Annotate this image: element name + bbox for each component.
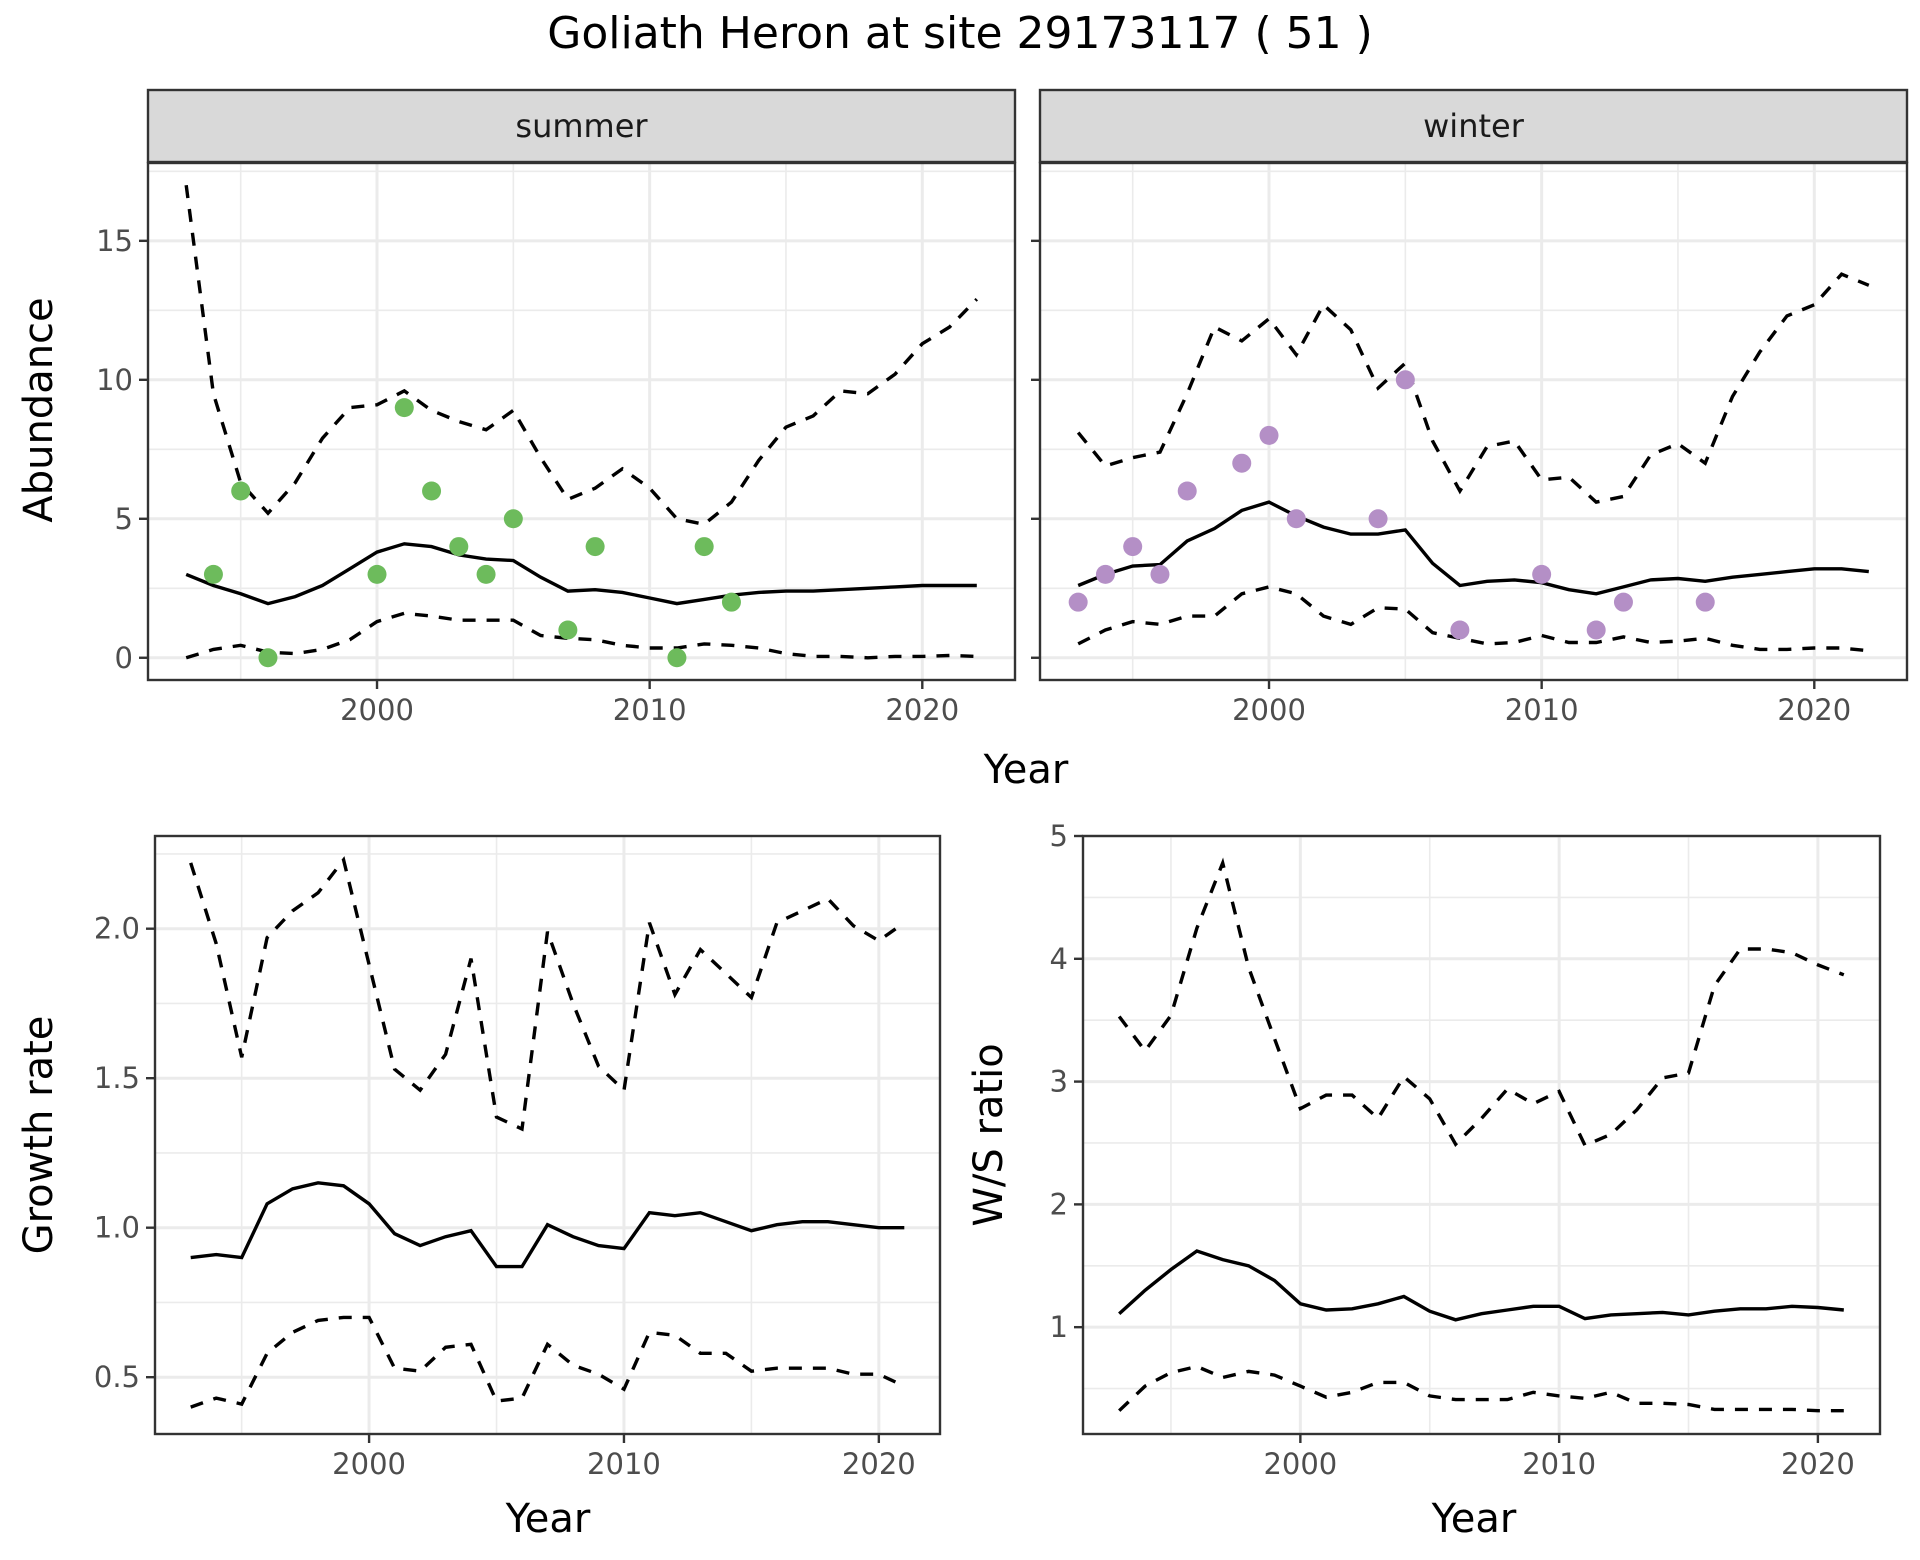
y-tick-label: 15 (96, 224, 133, 258)
observed-point (476, 564, 496, 584)
observed-point (1286, 509, 1306, 529)
y-tick-label: 2.0 (94, 912, 140, 946)
facet-strip (146, 88, 1017, 164)
y-tick-label: 3 (1050, 1065, 1068, 1099)
x-tick-label: 2020 (842, 1447, 916, 1481)
abundance-x-axis-title: Year (983, 747, 1069, 793)
abundance-y-axis-title: Abundance (16, 297, 62, 522)
mean-line (190, 1181, 905, 1269)
x-tick-label: 2010 (1505, 693, 1579, 727)
growth-y-axis-title: Growth rate (16, 1016, 62, 1255)
x-tick-label: 2020 (1781, 1447, 1855, 1481)
mean-line (1118, 1249, 1844, 1322)
observed-point (394, 398, 414, 418)
panel-border (153, 834, 942, 1436)
x-tick-label: 2000 (1263, 1447, 1337, 1481)
y-tick-label: 1.0 (94, 1211, 140, 1245)
observed-point (694, 537, 714, 557)
lower-ci-line (1118, 1364, 1844, 1413)
observed-point (721, 592, 741, 612)
observed-point (1095, 564, 1115, 584)
observed-point (203, 564, 223, 584)
y-tick-label: 4 (1050, 942, 1068, 976)
observed-point (1232, 453, 1252, 473)
ws-y-axis-title: W/S ratio (966, 1043, 1012, 1226)
panel-abundance-summer: 2000 2010 2020 0 5 10 15 summer (96, 88, 1017, 727)
observed-point (1068, 592, 1088, 612)
lower-ci-line (190, 1315, 906, 1409)
plot-background (1040, 163, 1907, 680)
observed-point (1123, 537, 1143, 557)
facet-strip-label: summer (515, 107, 648, 145)
panel-growth-rate: 2000 2010 2020 0.5 1.0 1.5 2.0 (94, 834, 942, 1481)
x-tick-label: 2000 (332, 1447, 406, 1481)
x-tick-label: 2000 (1232, 693, 1306, 727)
mean-line (185, 542, 977, 606)
x-tick-label: 2010 (1522, 1447, 1596, 1481)
x-tick-label: 2010 (587, 1447, 661, 1481)
ws-x-axis-title: Year (1431, 1496, 1517, 1542)
y-tick-label: 0 (115, 641, 133, 675)
figure-title: Goliath Heron at site 29173117 ( 51 ) (547, 8, 1373, 59)
observed-point (258, 648, 278, 668)
observed-point (1586, 620, 1606, 640)
y-tick-label: 2 (1050, 1187, 1068, 1221)
upper-ci-line (1076, 272, 1870, 504)
x-tick-label: 2010 (613, 693, 687, 727)
observed-point (1613, 592, 1633, 612)
lower-ci-line (1077, 585, 1869, 653)
x-tick-label: 2020 (885, 693, 959, 727)
y-tick-label: 1 (1050, 1310, 1068, 1344)
upper-ci-line (184, 184, 979, 527)
facet-strip (1038, 88, 1909, 164)
y-tick-label: 5 (115, 502, 133, 536)
y-tick-label: 5 (1050, 819, 1068, 853)
observed-point (1695, 592, 1715, 612)
observed-point (231, 481, 251, 501)
upper-ci-line (1117, 857, 1845, 1148)
observed-point (503, 509, 523, 529)
mean-line (1077, 500, 1869, 596)
upper-ci-line (189, 856, 906, 1132)
observed-point (1150, 564, 1170, 584)
y-tick-label: 10 (96, 363, 133, 397)
x-tick-label: 2000 (340, 693, 414, 727)
plot-background (1083, 836, 1880, 1434)
plot-background (148, 163, 1015, 680)
observed-point (367, 564, 387, 584)
lower-ci-line (185, 611, 977, 660)
observed-point (1177, 481, 1197, 501)
observed-point (1450, 620, 1470, 640)
observed-point (449, 537, 469, 557)
panel-border (1081, 834, 1882, 1436)
facet-strip-label: winter (1423, 107, 1525, 145)
observed-point (1532, 564, 1552, 584)
observed-point (1395, 370, 1415, 390)
observed-point (422, 481, 442, 501)
y-tick-label: 1.5 (94, 1061, 140, 1095)
panel-ws-ratio: 2000 2010 2020 1 2 3 4 5 (1050, 819, 1882, 1481)
observed-point (1259, 425, 1279, 445)
observed-point (1368, 509, 1388, 529)
growth-x-axis-title: Year (505, 1496, 591, 1542)
observed-point (667, 648, 687, 668)
x-tick-label: 2020 (1777, 693, 1851, 727)
observed-point (585, 537, 605, 557)
y-tick-label: 0.5 (94, 1360, 140, 1394)
panel-abundance-winter: 2000 2010 2020 winter (1031, 88, 1909, 727)
observed-point (558, 620, 578, 640)
